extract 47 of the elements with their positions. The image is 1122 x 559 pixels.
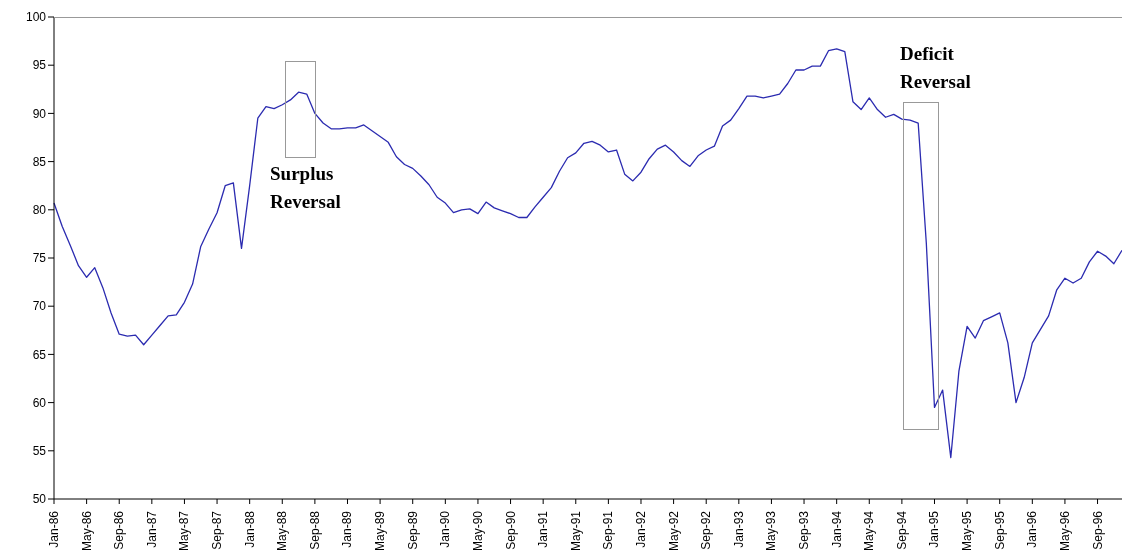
x-tick-label: Jan-87 <box>144 510 159 548</box>
x-tick-label: Sep-95 <box>992 510 1007 550</box>
x-tick-label: May-89 <box>373 510 388 552</box>
y-tick-label: 55 <box>32 444 47 459</box>
x-tick-label: May-93 <box>764 510 779 552</box>
x-tick-label: Jan-90 <box>438 510 453 548</box>
y-tick-label: 80 <box>32 203 47 218</box>
y-tick-label: 85 <box>32 154 47 169</box>
line-series <box>53 48 1122 459</box>
x-tick-label: Sep-90 <box>503 510 518 550</box>
x-tick-label: Jan-93 <box>731 510 746 548</box>
x-tick-label: Jan-95 <box>927 510 942 548</box>
x-tick-label: Sep-89 <box>405 510 420 550</box>
x-tick-label: Jan-91 <box>536 510 551 548</box>
x-tick-label: Jan-94 <box>829 510 844 548</box>
y-tick-label: 70 <box>32 299 47 314</box>
y-tick-label: 50 <box>32 492 47 507</box>
x-tick-label: Sep-91 <box>601 510 616 550</box>
x-tick-label: Sep-87 <box>210 510 225 550</box>
x-tick-label: Jan-96 <box>1025 510 1040 548</box>
x-tick-label: Jan-86 <box>47 510 61 548</box>
x-tick-label: May-94 <box>862 510 877 552</box>
x-tick-label: May-96 <box>1057 510 1072 552</box>
y-tick-label: 75 <box>32 251 47 266</box>
x-tick-label: Sep-93 <box>797 510 812 550</box>
x-tick-label: May-95 <box>960 510 975 552</box>
x-tick-label: May-88 <box>275 510 290 552</box>
x-tick-label: May-91 <box>568 510 583 552</box>
x-tick-label: May-86 <box>79 510 94 552</box>
x-tick-label: Sep-96 <box>1090 510 1105 550</box>
y-tick-label: 65 <box>32 347 47 362</box>
x-tick-label: Jan-92 <box>633 510 648 548</box>
x-tick-label: Sep-94 <box>894 510 909 550</box>
x-tick-label: Sep-88 <box>307 510 322 550</box>
annotation: Deficit Reversal <box>900 42 972 94</box>
y-tick-label: 100 <box>25 10 47 25</box>
x-tick-label: May-90 <box>470 510 485 552</box>
x-tick-label: Jan-88 <box>242 510 257 548</box>
x-tick-label: Jan-89 <box>340 510 355 548</box>
y-tick-label: 60 <box>32 395 47 410</box>
y-tick-label: 95 <box>32 58 47 73</box>
x-tick-label: Sep-86 <box>112 510 127 550</box>
annotation: Surplus Reversal <box>270 162 342 214</box>
x-tick-label: May-92 <box>666 510 681 552</box>
x-tick-label: May-87 <box>177 510 192 552</box>
y-tick-label: 90 <box>32 106 47 121</box>
x-tick-label: Sep-92 <box>699 510 714 550</box>
